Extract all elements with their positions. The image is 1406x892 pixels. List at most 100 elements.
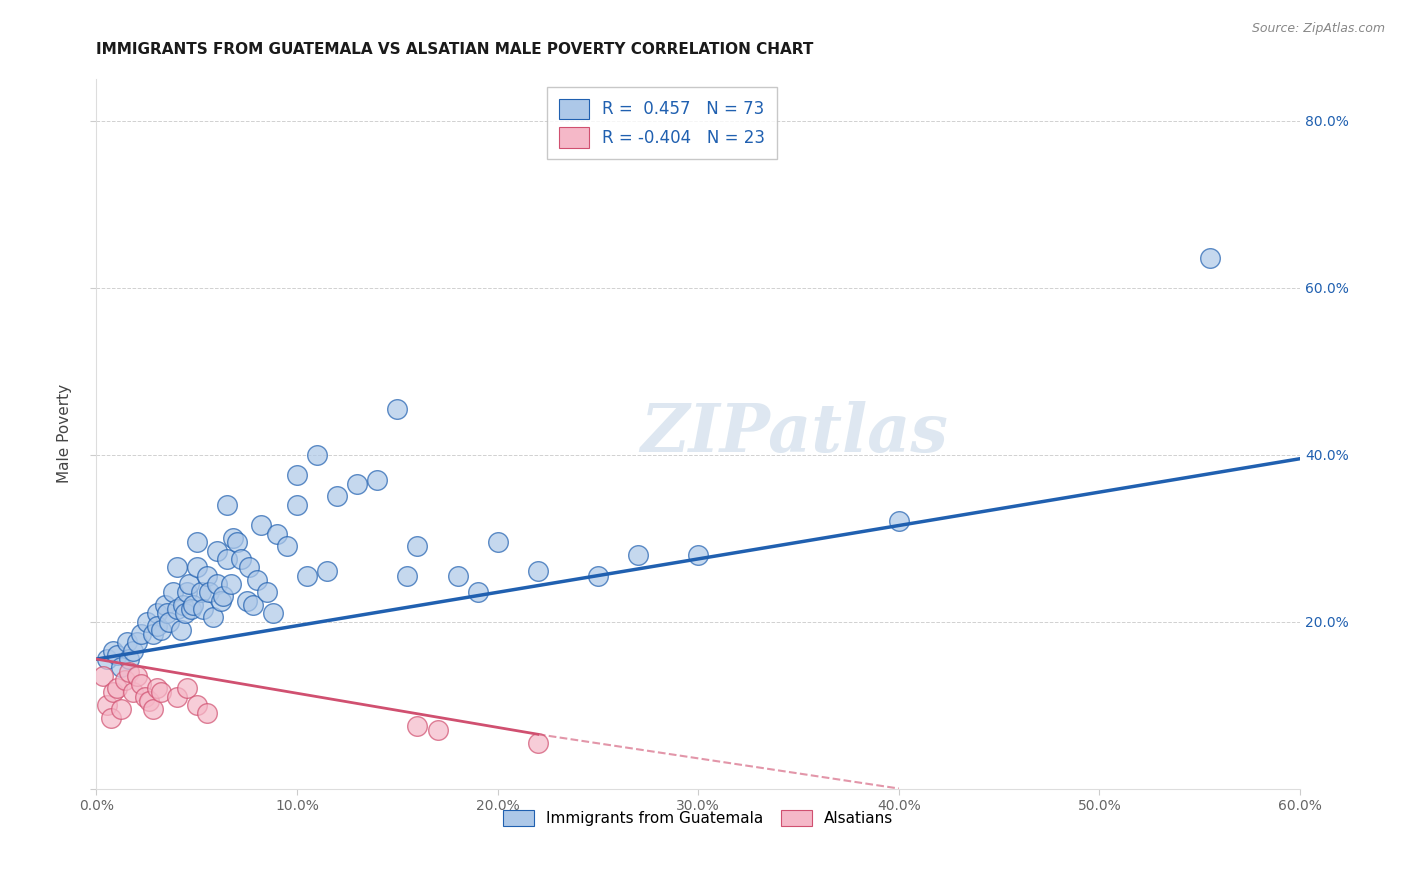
- Point: [181, 598, 204, 612]
- Legend: Immigrants from Guatemala, Alsatians: Immigrants from Guatemala, Alsatians: [495, 803, 901, 834]
- Text: IMMIGRANTS FROM GUATEMALA VS ALSATIAN MALE POVERTY CORRELATION CHART: IMMIGRANTS FROM GUATEMALA VS ALSATIAN MA…: [97, 42, 814, 57]
- Point: [205, 577, 228, 591]
- Point: [101, 685, 124, 699]
- Point: [229, 552, 252, 566]
- Point: [262, 606, 284, 620]
- Point: [215, 552, 238, 566]
- Point: [285, 498, 308, 512]
- Point: [176, 585, 198, 599]
- Point: [105, 648, 128, 662]
- Point: [186, 560, 208, 574]
- Point: [236, 593, 259, 607]
- Point: [138, 694, 160, 708]
- Point: [110, 702, 132, 716]
- Point: [219, 577, 242, 591]
- Point: [406, 719, 429, 733]
- Point: [406, 540, 429, 554]
- Point: [426, 723, 449, 737]
- Point: [129, 627, 152, 641]
- Point: [166, 560, 188, 574]
- Text: ZIPatlas: ZIPatlas: [641, 401, 949, 467]
- Point: [215, 498, 238, 512]
- Point: [142, 627, 165, 641]
- Point: [387, 401, 409, 416]
- Point: [162, 585, 184, 599]
- Point: [198, 585, 221, 599]
- Point: [527, 565, 550, 579]
- Point: [96, 652, 118, 666]
- Point: [145, 606, 167, 620]
- Point: [145, 681, 167, 696]
- Point: [91, 669, 114, 683]
- Point: [186, 698, 208, 712]
- Text: Source: ZipAtlas.com: Source: ZipAtlas.com: [1251, 22, 1385, 36]
- Point: [110, 660, 132, 674]
- Point: [366, 473, 388, 487]
- Point: [627, 548, 650, 562]
- Point: [172, 598, 194, 612]
- Point: [242, 598, 264, 612]
- Point: [276, 540, 298, 554]
- Point: [346, 476, 368, 491]
- Point: [586, 568, 609, 582]
- Point: [173, 606, 195, 620]
- Y-axis label: Male Poverty: Male Poverty: [58, 384, 72, 483]
- Point: [250, 518, 273, 533]
- Point: [156, 606, 179, 620]
- Point: [166, 602, 188, 616]
- Point: [396, 568, 419, 582]
- Point: [177, 577, 200, 591]
- Point: [212, 590, 235, 604]
- Point: [115, 635, 138, 649]
- Point: [134, 690, 156, 704]
- Point: [105, 681, 128, 696]
- Point: [117, 665, 139, 679]
- Point: [222, 531, 245, 545]
- Point: [209, 593, 232, 607]
- Point: [326, 489, 349, 503]
- Point: [114, 673, 136, 687]
- Point: [96, 698, 118, 712]
- Point: [142, 702, 165, 716]
- Point: [201, 610, 224, 624]
- Point: [190, 585, 212, 599]
- Point: [295, 568, 318, 582]
- Point: [121, 685, 143, 699]
- Point: [1198, 252, 1220, 266]
- Point: [246, 573, 269, 587]
- Point: [486, 535, 509, 549]
- Point: [225, 535, 247, 549]
- Point: [238, 560, 260, 574]
- Point: [191, 602, 214, 616]
- Point: [157, 615, 180, 629]
- Point: [149, 623, 172, 637]
- Point: [153, 598, 176, 612]
- Point: [129, 677, 152, 691]
- Point: [125, 669, 148, 683]
- Point: [121, 644, 143, 658]
- Point: [145, 618, 167, 632]
- Point: [887, 514, 910, 528]
- Point: [117, 652, 139, 666]
- Point: [266, 526, 288, 541]
- Point: [135, 615, 157, 629]
- Point: [527, 736, 550, 750]
- Point: [195, 706, 218, 721]
- Point: [467, 585, 489, 599]
- Point: [688, 548, 710, 562]
- Point: [205, 543, 228, 558]
- Point: [170, 623, 193, 637]
- Point: [101, 644, 124, 658]
- Point: [195, 568, 218, 582]
- Point: [125, 635, 148, 649]
- Point: [180, 602, 202, 616]
- Point: [256, 585, 278, 599]
- Point: [176, 681, 198, 696]
- Point: [316, 565, 339, 579]
- Point: [166, 690, 188, 704]
- Point: [100, 710, 122, 724]
- Point: [186, 535, 208, 549]
- Point: [446, 568, 468, 582]
- Point: [307, 448, 329, 462]
- Point: [149, 685, 172, 699]
